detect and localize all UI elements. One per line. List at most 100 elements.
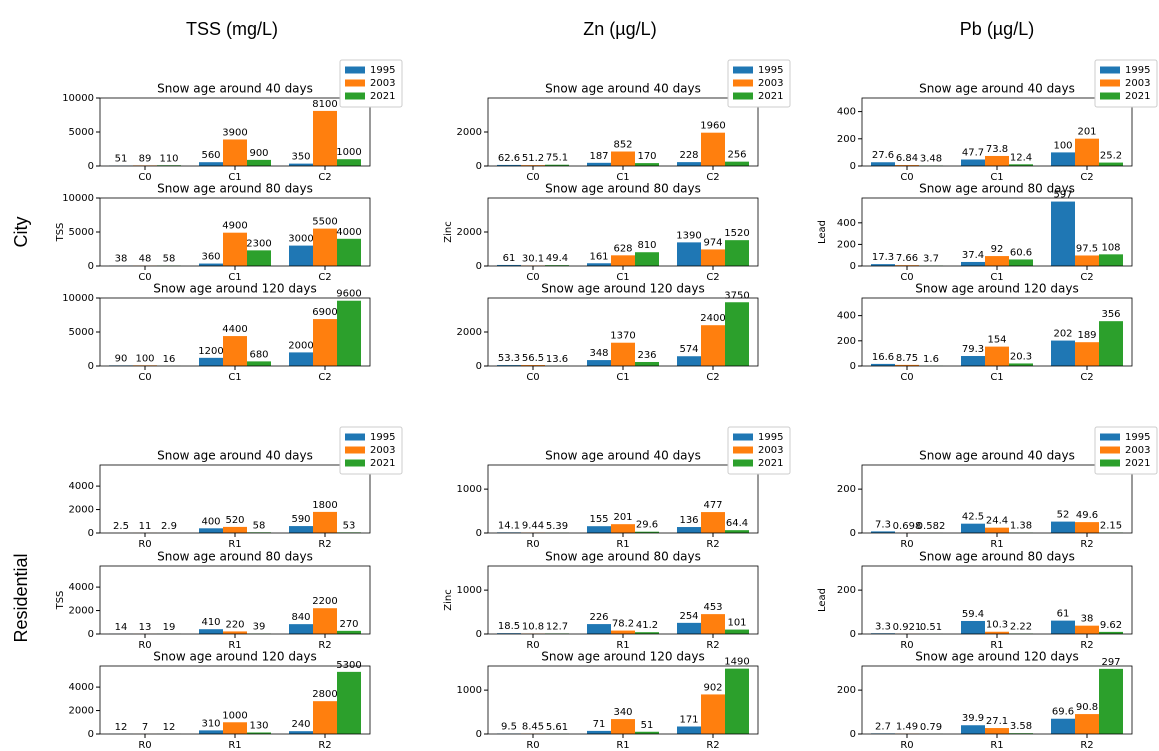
y-tick-label: 4000 — [69, 481, 94, 492]
bar — [1099, 631, 1123, 634]
legend-swatch — [733, 79, 753, 87]
value-label: 574 — [679, 344, 698, 355]
legend-swatch — [733, 459, 753, 467]
x-tick-label: C2 — [318, 372, 331, 383]
value-label: 9.44 — [522, 521, 544, 532]
bar — [223, 631, 247, 634]
legend-swatch — [1100, 79, 1120, 87]
chart-title: Snow age around 120 days — [541, 650, 704, 664]
bar — [223, 336, 247, 366]
y-axis-label: Zinc — [443, 589, 454, 610]
y-tick-label: 400 — [837, 107, 856, 118]
x-tick-label: C1 — [616, 372, 629, 383]
bar — [199, 629, 223, 634]
value-label: 30.1 — [522, 253, 544, 264]
value-label: 1000 — [222, 710, 247, 721]
bar — [1075, 342, 1099, 366]
x-tick-label: C1 — [616, 172, 629, 183]
y-tick-label: 0 — [88, 161, 94, 172]
value-label: 16.6 — [872, 352, 894, 363]
x-tick-label: R1 — [990, 640, 1003, 651]
value-label: 202 — [1053, 329, 1072, 340]
row-header: Residential — [11, 553, 31, 642]
value-label: 520 — [225, 515, 244, 526]
legend-label: 2003 — [370, 445, 395, 456]
x-tick-label: C2 — [318, 272, 331, 283]
x-tick-label: R0 — [138, 539, 151, 550]
y-tick-label: 0 — [88, 261, 94, 272]
bar — [199, 263, 223, 266]
bar — [701, 512, 725, 533]
value-label: 356 — [1101, 309, 1120, 320]
y-axis-label: Zinc — [443, 221, 454, 242]
column-header: Zn (µg/L) — [583, 19, 656, 39]
value-label: 71 — [593, 719, 606, 730]
bar — [725, 530, 749, 533]
y-tick-label: 400 — [837, 311, 856, 322]
value-label: 2200 — [312, 596, 337, 607]
value-label: 8100 — [312, 99, 337, 110]
bar — [337, 238, 361, 266]
bar — [1051, 152, 1075, 166]
column-header: Pb (µg/L) — [960, 19, 1034, 39]
value-label: 0.582 — [917, 521, 946, 532]
value-label: 47.7 — [962, 148, 984, 159]
value-label: 16 — [163, 354, 176, 365]
y-tick-label: 5000 — [69, 127, 94, 138]
x-tick-label: C0 — [526, 272, 539, 283]
bar — [895, 364, 919, 366]
value-label: 20.3 — [1010, 351, 1032, 362]
value-label: 974 — [703, 237, 722, 248]
value-label: 597 — [1053, 190, 1072, 201]
axes-frame — [487, 464, 759, 534]
bar — [313, 608, 337, 634]
legend-label: 2021 — [370, 458, 395, 469]
value-label: 100 — [1053, 140, 1072, 151]
bar — [677, 242, 701, 266]
value-label: 18.5 — [498, 621, 520, 632]
y-tick-label: 200 — [837, 484, 856, 495]
value-label: 350 — [291, 152, 310, 163]
value-label: 10.8 — [522, 622, 544, 633]
value-label: 27.6 — [872, 150, 894, 161]
value-label: 62.6 — [498, 153, 520, 164]
value-label: 154 — [987, 335, 1006, 346]
value-label: 9.62 — [1100, 620, 1122, 631]
value-label: 3.48 — [920, 154, 942, 165]
value-label: 90 — [115, 353, 128, 364]
x-tick-label: C1 — [228, 372, 241, 383]
chart-title: Snow age around 40 days — [545, 449, 701, 463]
bar — [313, 110, 337, 166]
bar — [635, 731, 659, 734]
y-tick-label: 0 — [850, 629, 856, 640]
bar — [247, 159, 271, 166]
value-label: 171 — [679, 714, 698, 725]
bar — [545, 164, 569, 166]
bar — [701, 249, 725, 266]
value-label: 58 — [163, 254, 176, 265]
y-tick-label: 2000 — [457, 127, 482, 138]
bar — [1009, 259, 1033, 266]
x-tick-label: C2 — [1080, 172, 1093, 183]
bar — [985, 155, 1009, 166]
bar — [1075, 138, 1099, 166]
legend-label: 2021 — [1125, 458, 1150, 469]
value-label: 53 — [343, 520, 356, 531]
legend-label: 2003 — [1125, 78, 1150, 89]
bar — [223, 139, 247, 166]
axes-frame — [487, 297, 759, 367]
x-tick-label: C0 — [138, 372, 151, 383]
row-header: City — [11, 217, 31, 248]
bar — [985, 527, 1009, 533]
bar — [497, 164, 521, 166]
x-tick-label: C0 — [900, 272, 913, 283]
value-label: 240 — [291, 719, 310, 730]
axes-frame — [99, 565, 371, 635]
bar — [337, 630, 361, 634]
value-label: 1370 — [610, 331, 635, 342]
legend-swatch — [733, 446, 753, 454]
x-tick-label: R1 — [990, 740, 1003, 751]
value-label: 101 — [727, 618, 746, 629]
bar — [611, 630, 635, 634]
legend-swatch — [345, 446, 365, 454]
